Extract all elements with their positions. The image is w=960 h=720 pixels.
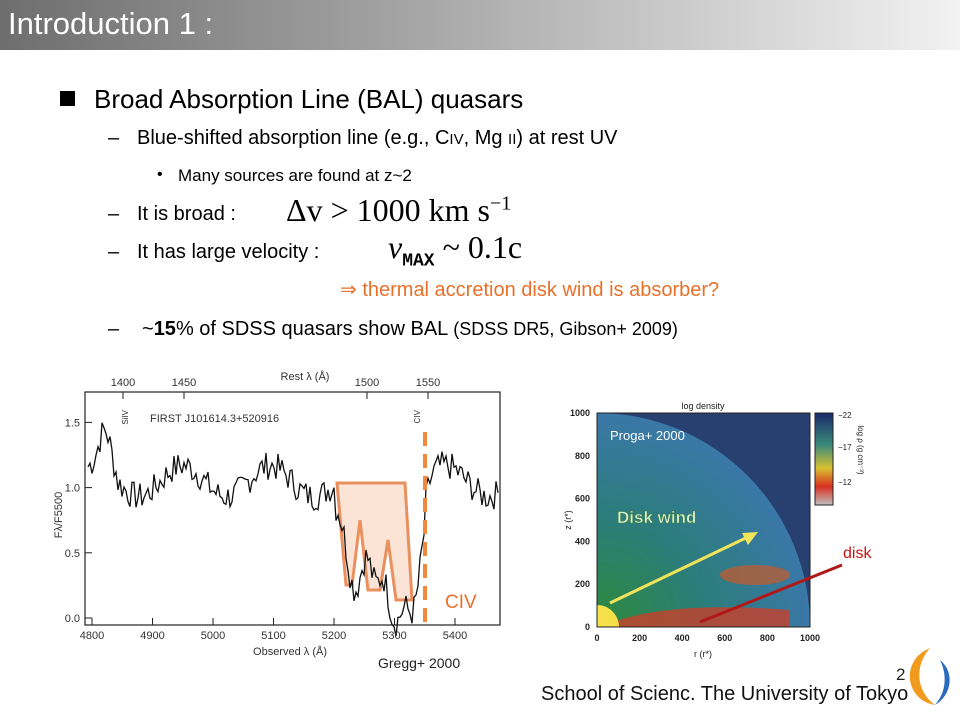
label: log ρ (g cm⁻³)	[856, 425, 865, 475]
label: 1400	[111, 377, 135, 389]
square-bullet	[60, 91, 75, 106]
logo	[935, 660, 950, 705]
logo	[909, 648, 935, 705]
label: SiIV	[121, 409, 130, 424]
dash: –	[108, 318, 120, 340]
conclusion: ⇒ thermal accretion disk wind is absorbe…	[340, 279, 720, 301]
label: CIV	[445, 592, 477, 613]
label: 600	[717, 633, 732, 643]
absorption-highlight	[335, 481, 414, 602]
label: −12	[838, 478, 852, 487]
dot: •	[157, 166, 163, 183]
label: 5000	[201, 630, 225, 642]
plot-frame	[84, 391, 501, 626]
label: r (r*)	[694, 649, 712, 659]
text: ~ 0.1c	[434, 229, 523, 265]
label: Gregg+ 2000	[378, 655, 460, 671]
text: Δv > 1000 km s	[286, 192, 490, 228]
label: 4900	[140, 630, 164, 642]
wind-arrow	[609, 533, 753, 605]
label: 5100	[261, 630, 285, 642]
label: 1.0	[65, 483, 80, 495]
dash: –	[108, 127, 120, 149]
item: ~15% of SDSS quasars show BAL (SDSS DR5,…	[142, 318, 678, 341]
label: 1550	[416, 377, 440, 389]
dense-blob	[720, 565, 790, 585]
text: −1	[489, 192, 512, 215]
label: 1.5	[65, 417, 80, 429]
label: −17	[838, 443, 852, 452]
formula: vMAX ~ 0.1c	[388, 229, 522, 271]
label: 4800	[80, 630, 104, 642]
label: 0.5	[65, 548, 80, 560]
label: Observed λ (Å)	[253, 645, 327, 658]
text: It is broad :	[137, 203, 236, 225]
text: 15	[153, 318, 176, 340]
label: 0	[594, 633, 599, 643]
item: Blue-shifted absorption line (e.g., CIV,…	[137, 127, 618, 150]
disk-region	[600, 607, 790, 627]
label: 1450	[172, 377, 196, 389]
label: School of Scienc. The University of Toky…	[541, 683, 908, 705]
formula: Δv > 1000 km s−1	[286, 192, 511, 229]
label: 2	[896, 665, 905, 684]
text: It has large velocity :	[137, 241, 320, 263]
label: 400	[575, 536, 590, 546]
text: , Mg	[463, 127, 509, 149]
label: FIRST J101614.3+520916	[150, 413, 279, 425]
label: disk	[843, 545, 872, 562]
label: −22	[838, 411, 852, 420]
label: 0	[585, 622, 590, 632]
label: 800	[575, 451, 590, 461]
label: 800	[760, 633, 775, 643]
text: ~	[142, 318, 154, 340]
text: Blue-shifted absorption line (e.g., C	[137, 127, 450, 149]
dash: –	[108, 203, 120, 225]
item: It has large velocity :	[137, 241, 319, 264]
label: 200	[575, 579, 590, 589]
text: v	[388, 229, 403, 265]
dash: –	[108, 241, 120, 263]
label: 1000	[800, 633, 820, 643]
label: 5200	[322, 630, 346, 642]
arrow-head	[742, 532, 758, 545]
disk-pointer	[699, 563, 843, 624]
label: log density	[681, 401, 725, 411]
item: It is broad :	[137, 203, 236, 226]
central-source	[597, 605, 619, 627]
slide-title: Introduction 1 :	[8, 6, 214, 41]
text: % of SDSS quasars show BAL	[175, 318, 449, 340]
label: 0.0	[65, 613, 80, 625]
label: CIV	[413, 409, 422, 423]
label: Fλ/F5500	[53, 492, 65, 538]
label: 5300	[382, 630, 406, 642]
label: 1000	[570, 408, 590, 418]
item: Many sources are found at z~2	[178, 166, 412, 185]
label: 1500	[355, 377, 379, 389]
label: 5400	[443, 630, 467, 642]
label: 600	[575, 494, 590, 504]
plot-frame	[596, 412, 811, 628]
text: IV	[449, 131, 464, 148]
label: Proga+ 2000	[610, 428, 685, 443]
label: Disk wind	[617, 508, 696, 527]
label: z (r*)	[563, 510, 573, 530]
title-bar	[0, 0, 960, 50]
text: ) at rest UV	[516, 127, 618, 149]
spectrum	[87, 422, 499, 637]
text: MAX	[402, 251, 435, 272]
text: II	[508, 131, 517, 148]
heading: Broad Absorption Line (BAL) quasars	[94, 84, 524, 114]
colorbar	[814, 412, 834, 506]
label: Rest λ (Å)	[281, 370, 330, 383]
text: (SDSS DR5, Gibson+ 2009)	[448, 319, 678, 339]
label: 200	[632, 633, 647, 643]
label: 400	[675, 633, 690, 643]
